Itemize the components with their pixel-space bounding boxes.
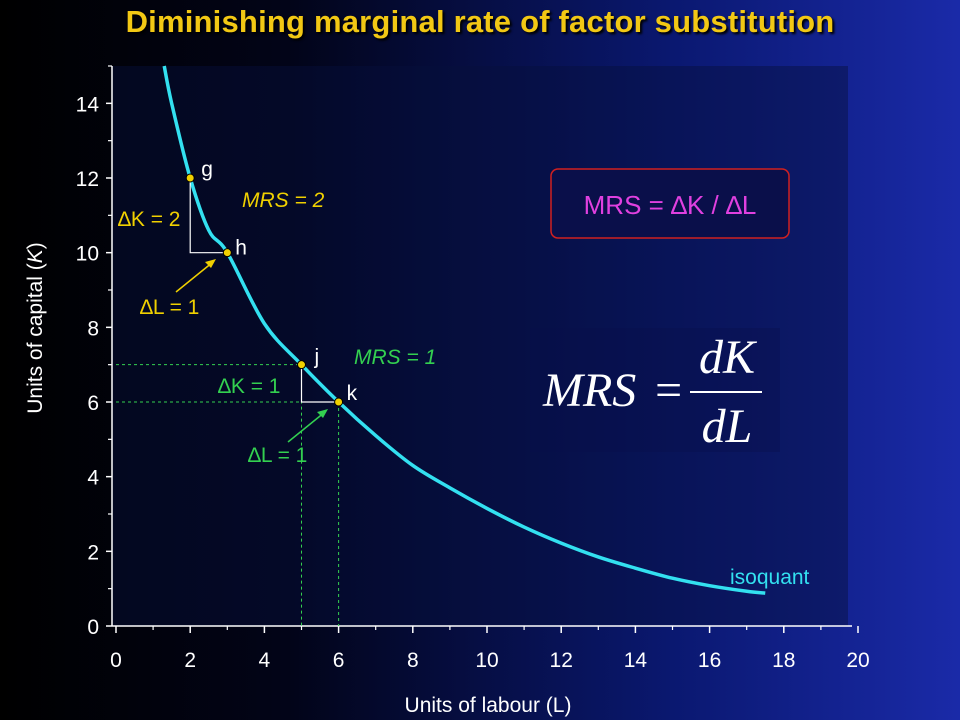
y-tick-label: 14 — [76, 93, 100, 116]
formula-eq: = — [652, 364, 684, 417]
dl-bottom-label: ∆L = 1 — [248, 444, 307, 467]
mrs-bottom-label: MRS = 1 — [354, 346, 436, 369]
x-axis-label: Units of labour (L) — [405, 694, 572, 717]
derivative-formula: MRS = dK dL — [530, 328, 780, 453]
dk-top-label: ∆K = 2 — [118, 208, 180, 231]
formula-numerator: dK — [699, 331, 758, 384]
x-tick-label: 20 — [846, 649, 869, 672]
y-axis-label-var: K — [24, 248, 47, 263]
x-tick-label: 12 — [550, 649, 573, 672]
x-tick-label: 0 — [110, 649, 122, 672]
formula-box — [550, 168, 790, 239]
y-tick-label: 2 — [87, 541, 99, 564]
x-tick-label: 8 — [407, 649, 419, 672]
x-tick-label: 6 — [333, 649, 345, 672]
substitution-triangles — [189, 178, 339, 403]
mrs-top-label: MRS = 2 — [242, 189, 325, 212]
y-tick-label: 4 — [87, 467, 99, 490]
y-axis-label: Units of capital (K) — [24, 242, 47, 414]
formula-box-text: MRS = ∆K / ∆L — [584, 190, 757, 220]
x-tick-label: 14 — [624, 649, 648, 672]
dl-bottom-arrow — [287, 411, 326, 443]
x-tick-label: 2 — [184, 649, 196, 672]
y-tick-label: 8 — [87, 317, 99, 340]
dl-top-arrow — [175, 261, 214, 293]
ticks: 0 2 4 6 8 10 12 14 16 18 20 0 2 4 6 8 10 12 14 — [76, 65, 870, 672]
isoquant-curve — [162, 65, 766, 595]
x-tick-label: 10 — [475, 649, 498, 672]
dk-bottom-label: ∆K = 1 — [218, 375, 280, 398]
x-tick-label: 4 — [259, 649, 271, 672]
dl-bottom-arrowhead — [317, 409, 328, 418]
chart-title: Diminishing marginal rate of factor subs… — [125, 4, 835, 39]
y-tick-label: 0 — [87, 616, 99, 639]
point-label-h: h — [235, 237, 247, 260]
formula-backdrop — [530, 328, 780, 452]
x-tick-label: 16 — [698, 649, 721, 672]
point-k — [334, 397, 344, 407]
dl-top-label: ∆L = 1 — [140, 296, 199, 319]
x-tick-label: 18 — [772, 649, 795, 672]
guide-lines — [116, 364, 340, 626]
point-label-g: g — [201, 158, 213, 181]
triangle-j-k — [300, 364, 339, 403]
y-tick-label: 10 — [76, 243, 99, 266]
point-label-k: k — [347, 382, 358, 405]
formula-denominator: dL — [702, 400, 753, 453]
point-g — [185, 173, 195, 183]
dl-top-arrowhead — [205, 259, 216, 268]
formula-lhs: MRS — [542, 364, 636, 417]
y-axis-label-prefix: Units of capital ( — [24, 263, 47, 414]
plot-area — [112, 66, 848, 626]
y-tick-label: 12 — [76, 168, 99, 191]
y-tick-label: 6 — [87, 392, 99, 415]
curve-points: g h j k — [185, 158, 358, 407]
point-h — [222, 248, 232, 258]
y-axis-label-suffix: ) — [24, 242, 47, 249]
point-label-j: j — [314, 346, 320, 369]
triangle-g-h — [189, 178, 228, 254]
isoquant-label: isoquant — [730, 566, 810, 589]
point-j — [297, 360, 306, 370]
